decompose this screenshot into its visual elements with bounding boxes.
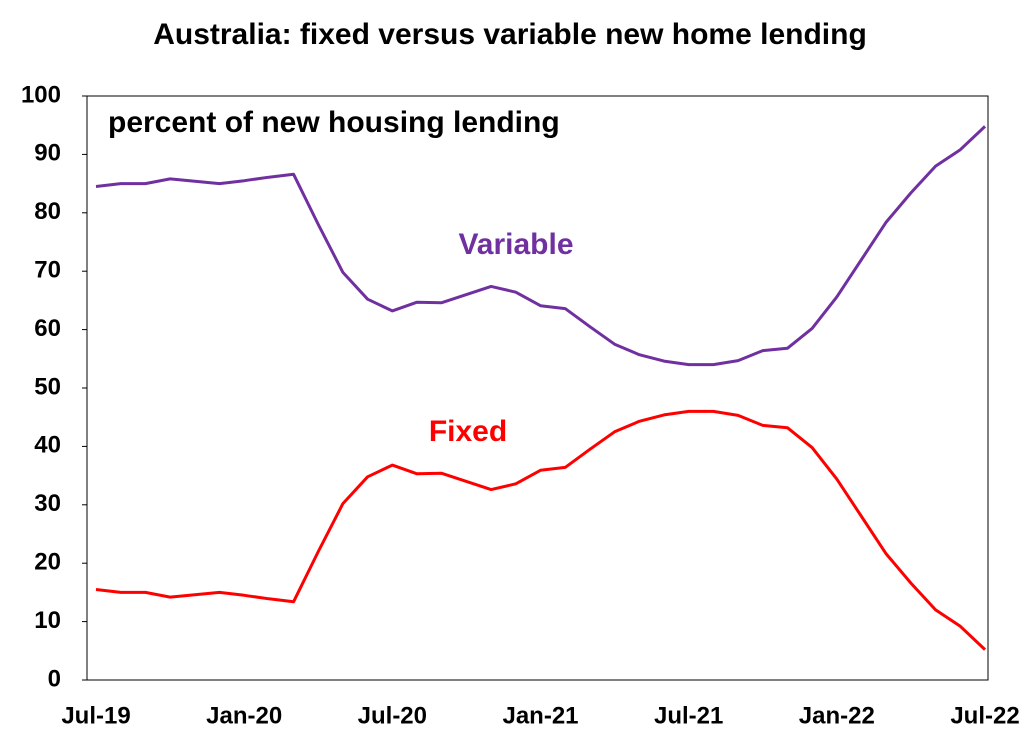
y-tick-label: 40 (34, 432, 61, 459)
y-tick-label: 70 (34, 257, 61, 284)
series-label: Variable (458, 228, 573, 261)
x-tick-label: Jul-19 (61, 702, 130, 729)
x-tick-label: Jan-21 (502, 702, 578, 729)
annotation: percent of new housing lending (108, 106, 560, 139)
series-label: Fixed (429, 415, 507, 448)
y-tick-label: 0 (48, 665, 61, 692)
y-tick-label: 100 (21, 81, 61, 108)
x-tick-label: Jul-22 (950, 702, 1019, 729)
x-tick-label: Jul-21 (654, 702, 723, 729)
series-line (95, 125, 987, 367)
series-line (95, 409, 987, 651)
y-tick-label: 80 (34, 198, 61, 225)
y-tick-label: 30 (34, 490, 61, 517)
y-tick-label: 90 (34, 140, 61, 167)
chart-title: Australia: fixed versus variable new hom… (153, 18, 867, 51)
x-tick-label: Jan-22 (799, 702, 875, 729)
y-tick-label: 50 (34, 373, 61, 400)
y-tick-label: 20 (34, 549, 61, 576)
x-tick-label: Jul-20 (358, 702, 427, 729)
x-tick-label: Jan-20 (206, 702, 282, 729)
y-tick-label: 10 (34, 607, 61, 634)
y-tick-label: 60 (34, 315, 61, 342)
